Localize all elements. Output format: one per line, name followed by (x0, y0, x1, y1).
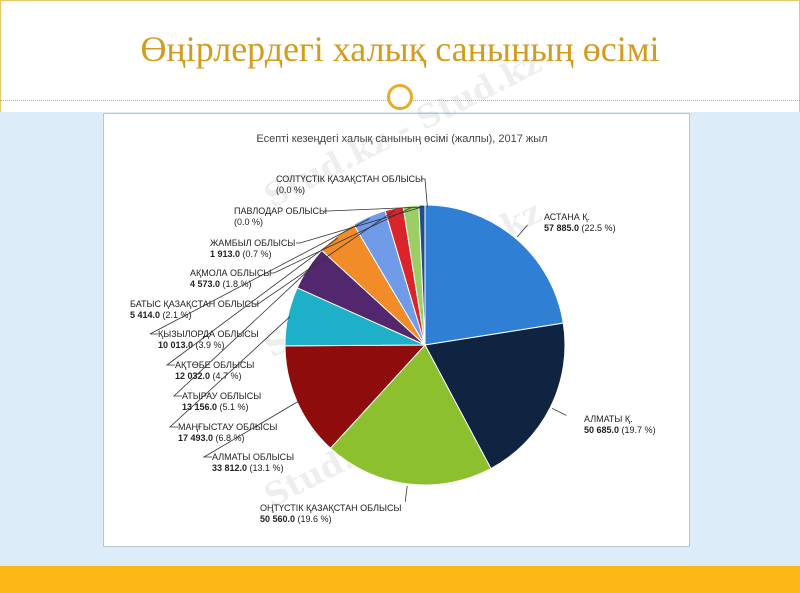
slice-value: 57 885.0 (544, 223, 582, 233)
leader-line (404, 485, 408, 502)
slice-percent: (1.8 %) (223, 279, 252, 289)
slice-value-label: 50 685.0 (19.7 %) (584, 425, 656, 435)
slice-value-label: (0.0 %) (234, 217, 263, 227)
ring-ornament-icon (387, 84, 413, 110)
slice-name-label: СОЛТҮСТІК ҚАЗАҚСТАН ОБЛЫСЫ (276, 174, 423, 184)
pie-slice (329, 344, 492, 486)
slice-name-label: АСТАНА Қ. (544, 212, 590, 222)
leader-line (551, 407, 567, 416)
slice-value-label: (0.0 %) (276, 185, 305, 195)
slice-labels: АСТАНА Қ.57 885.0 (22.5 %) АЛМАТЫ Қ.50 68… (130, 174, 656, 524)
slice-percent: (19.6 %) (298, 514, 332, 524)
slice-value-label: 1 913.0 (0.7 %) (210, 249, 272, 259)
leader-line (270, 207, 412, 274)
slice-percent: (6.8 %) (216, 433, 245, 443)
slice-percent: (2.1 %) (163, 310, 192, 320)
leader-line (254, 210, 395, 305)
slice-value-label: 17 493.0 (6.8 %) (178, 433, 245, 443)
slice-percent: (5.1 %) (220, 402, 249, 412)
slice-value-label: 4 573.0 (1.8 %) (190, 279, 252, 289)
slice-value: 10 013.0 (158, 340, 196, 350)
pie-slice (418, 204, 426, 346)
leader-line (516, 224, 528, 238)
slice-name-label: ПАВЛОДАР ОБЛЫСЫ (234, 206, 327, 216)
slice-value: 5 414.0 (130, 310, 163, 320)
leader-line (421, 178, 428, 208)
slice-name-label: АЛМАТЫ ОБЛЫСЫ (212, 452, 294, 462)
slice-value-label: 12 032.0 (4.7 %) (175, 371, 242, 381)
slice-name-label: АҚТӨБЕ ОБЛЫСЫ (175, 360, 254, 370)
slice-name-label: ОҢТҮСТІК ҚАЗАҚСТАН ОБЛЫСЫ (260, 503, 401, 513)
slice-value: 17 493.0 (178, 433, 216, 443)
slice-name-label: АТЫРАУ ОБЛЫСЫ (182, 391, 261, 401)
leader-line (149, 218, 370, 335)
slice-percent: (3.9 %) (196, 340, 225, 350)
leader-line (296, 206, 423, 244)
slice-name-label: АЛМАТЫ Қ. (584, 414, 633, 424)
leader-line (172, 268, 310, 397)
slice-name-label: ҚЫЗЫЛОРДА ОБЛЫСЫ (158, 329, 259, 339)
leader-lines (149, 178, 567, 502)
slice-percent: (19.7 %) (622, 425, 656, 435)
leader-line (324, 206, 424, 212)
slice-value: 4 573.0 (190, 279, 223, 289)
slice-value-label: 10 013.0 (3.9 %) (158, 340, 225, 350)
slice-value: 33 812.0 (212, 463, 250, 473)
chart-title: Есепті кезеңдегі халық санының өсімі (жа… (256, 133, 547, 145)
slice-value-label: 33 812.0 (13.1 %) (212, 463, 284, 473)
slide-title: Өңірлердегі халық санының өсімі (140, 29, 660, 69)
slice-percent: (0.7 %) (243, 249, 272, 259)
slice-name-label: АҚМОЛА ОБЛЫСЫ (190, 268, 271, 278)
slice-percent: (4.7 %) (213, 371, 242, 381)
leader-line (165, 237, 339, 366)
leader-line (202, 400, 300, 458)
slice-percent: (0.0 %) (234, 217, 263, 227)
slice-value-label: 50 560.0 (19.6 %) (260, 514, 332, 524)
slice-name-label: БАТЫС ҚАЗАҚСТАН ОБЛЫСЫ (130, 299, 259, 309)
slice-percent: (0.0 %) (276, 185, 305, 195)
pie-slices (284, 204, 566, 486)
bottom-bar (0, 566, 800, 593)
slice-name-label: МАҢҒЫСТАУ ОБЛЫСЫ (178, 422, 277, 432)
slice-value-label: 13 156.0 (5.1 %) (182, 402, 249, 412)
slice-value: 13 156.0 (182, 402, 220, 412)
slice-value: 50 685.0 (584, 425, 622, 435)
slice-percent: (13.1 %) (250, 463, 284, 473)
slice-percent: (22.5 %) (582, 223, 616, 233)
slice-value: 12 032.0 (175, 371, 213, 381)
leader-line (168, 316, 291, 428)
slice-value-label: 57 885.0 (22.5 %) (544, 223, 616, 233)
pie-slice (424, 204, 564, 346)
slice-name-label: ЖАМБЫЛ ОБЛЫСЫ (210, 238, 295, 248)
slice-value-label: 5 414.0 (2.1 %) (130, 310, 192, 320)
slice-value: 50 560.0 (260, 514, 298, 524)
slice-value: 1 913.0 (210, 249, 243, 259)
pie-slice (424, 322, 566, 470)
